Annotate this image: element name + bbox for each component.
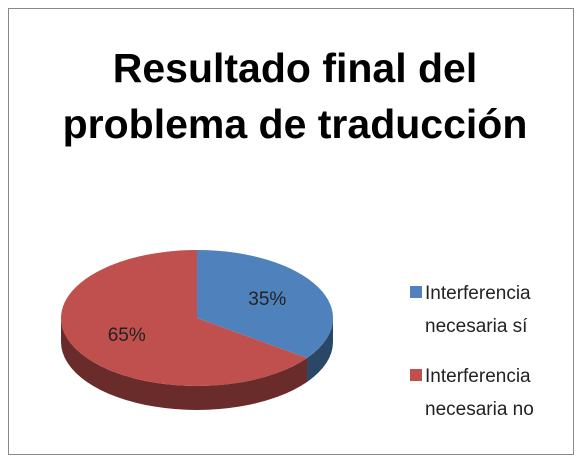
legend-swatch [410, 369, 422, 381]
legend-label: Interferencia necesaria sí [425, 283, 531, 337]
chart-title: Resultado final del problema de traducci… [62, 45, 528, 147]
legend-label: Interferencia necesaria no [425, 366, 534, 420]
chart-frame [8, 8, 574, 455]
slice [61, 249, 308, 386]
slice-side [307, 318, 333, 382]
data-label: 35% [248, 289, 286, 310]
slice-side [61, 318, 308, 410]
legend-swatch [410, 286, 422, 298]
legend-item: Interferencia necesaria sí [410, 277, 570, 343]
legend-item: Interferencia necesaria no [410, 360, 570, 426]
data-label: 65% [108, 325, 146, 346]
slice [197, 250, 334, 358]
